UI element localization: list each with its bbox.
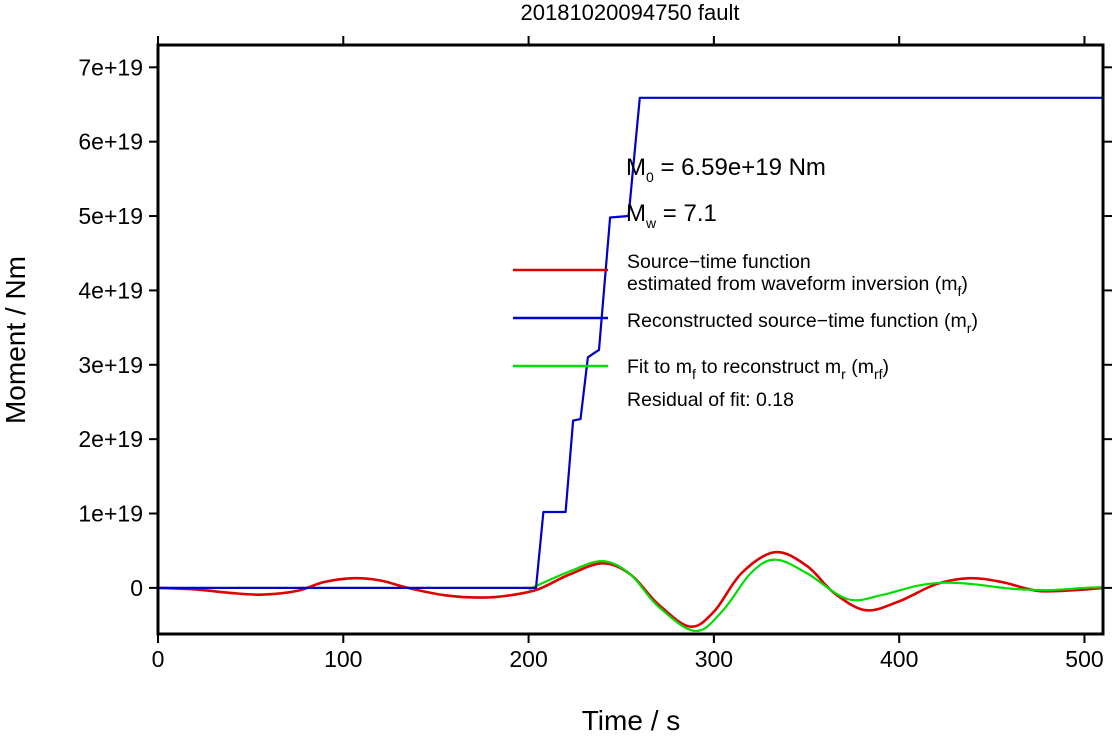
legend-label: Source−time function bbox=[627, 251, 811, 273]
y-tick-label: 5e+19 bbox=[78, 203, 143, 229]
x-tick-label: 300 bbox=[695, 646, 733, 672]
legend-label: estimated from waveform inversion (mf) bbox=[627, 273, 968, 299]
y-tick-label: 1e+19 bbox=[78, 501, 143, 527]
series-line-1 bbox=[528, 558, 1104, 633]
y-tick-label: 0 bbox=[130, 575, 143, 601]
y-tick-label: 3e+19 bbox=[78, 352, 143, 378]
mw-annotation: Mw = 7.1 bbox=[626, 200, 717, 231]
y-axis-label: Moment / Nm bbox=[0, 256, 31, 424]
x-tick-label: 0 bbox=[152, 646, 165, 672]
y-tick-label: 2e+19 bbox=[78, 426, 143, 452]
plot-frame bbox=[156, 43, 1105, 636]
residual-text: Residual of fit: 0.18 bbox=[627, 389, 794, 411]
axis-ticks: 0 100 200 300 400 500 0 1e+19 2e+19 3e+19 4e+19 5e+… bbox=[78, 36, 1112, 672]
x-tick-label: 200 bbox=[509, 646, 547, 672]
chart-title: 20181020094750 fault bbox=[521, 0, 740, 25]
plot-lines bbox=[157, 96, 1104, 633]
y-tick-label: 7e+19 bbox=[78, 54, 143, 80]
m0-annotation: M0 = 6.59e+19 Nm bbox=[626, 154, 826, 185]
legend-label: Fit to mf to reconstruct mr (mrf) bbox=[627, 356, 889, 382]
series-line-0 bbox=[157, 550, 1104, 628]
legend-label: Reconstructed source−time function (mr) bbox=[627, 310, 978, 336]
x-axis-label: Time / s bbox=[582, 705, 681, 736]
y-tick-label: 6e+19 bbox=[78, 129, 143, 155]
series-line-2 bbox=[158, 96, 1103, 589]
x-tick-label: 500 bbox=[1065, 646, 1103, 672]
x-tick-label: 400 bbox=[880, 646, 918, 672]
x-tick-label: 100 bbox=[324, 646, 362, 672]
y-tick-label: 4e+19 bbox=[78, 277, 143, 303]
